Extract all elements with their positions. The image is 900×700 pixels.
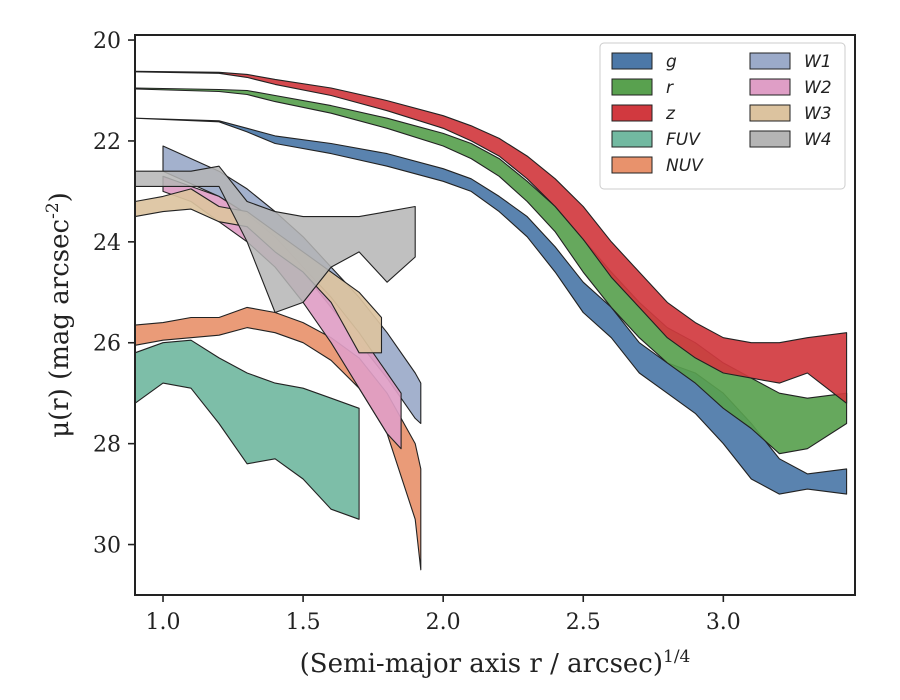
legend-label-w1: W1 <box>804 52 832 72</box>
y-tick-label: 26 <box>93 332 121 357</box>
legend-label-nuv: NUV <box>666 156 704 176</box>
axes: 1.0 1.5 2.0 2.5 3.0 20 22 24 26 28 30 (Semi-major a… <box>43 29 741 679</box>
legend: grz FUV NUV W1 W2 W3 W4 <box>599 42 846 190</box>
series-band-r <box>134 87 848 455</box>
legend-label-w4: W4 <box>804 130 832 150</box>
legend-swatch-w1 <box>749 52 791 70</box>
y-tick-label: 24 <box>93 231 121 256</box>
y-tick-label: 28 <box>93 433 121 458</box>
legend-label-z: z <box>665 104 676 124</box>
legend-label-r: r <box>666 78 674 98</box>
x-tick-label: 2.5 <box>566 610 601 635</box>
y-tick-label: 20 <box>93 29 121 54</box>
plot-frame <box>134 34 856 596</box>
x-tick-label: 3.0 <box>706 610 741 635</box>
x-tick-label: 1.0 <box>146 610 181 635</box>
series-band-z <box>134 70 848 404</box>
series-band-w4 <box>134 165 416 314</box>
legend-swatch-nuv <box>611 156 653 174</box>
x-tick-label: 1.5 <box>286 610 321 635</box>
legend-swatch-fuv <box>611 130 653 148</box>
legend-swatch-w4 <box>749 130 791 148</box>
y-tick-label: 30 <box>93 534 121 559</box>
x-tick-label: 2.0 <box>426 610 461 635</box>
legend-label-w3: W3 <box>804 104 832 124</box>
legend-label-fuv: FUV <box>666 130 701 150</box>
series-bands <box>134 70 848 571</box>
legend-label-w2: W2 <box>804 78 832 98</box>
legend-swatch-w3 <box>749 104 791 122</box>
y-axis-label: μ(r) (mag arcsec-2) <box>43 192 75 438</box>
series-band-fuv <box>134 339 360 520</box>
y-tick-label: 22 <box>93 130 121 155</box>
series-band-g <box>134 117 848 495</box>
legend-swatch-w2 <box>749 78 791 96</box>
legend-swatch-r <box>611 78 653 96</box>
legend-swatch-g <box>611 52 653 70</box>
legend-swatch-z <box>611 104 653 122</box>
legend-label-g: g <box>666 52 677 72</box>
x-axis-label: (Semi-major axis r / arcsec)1/4 <box>300 647 691 679</box>
